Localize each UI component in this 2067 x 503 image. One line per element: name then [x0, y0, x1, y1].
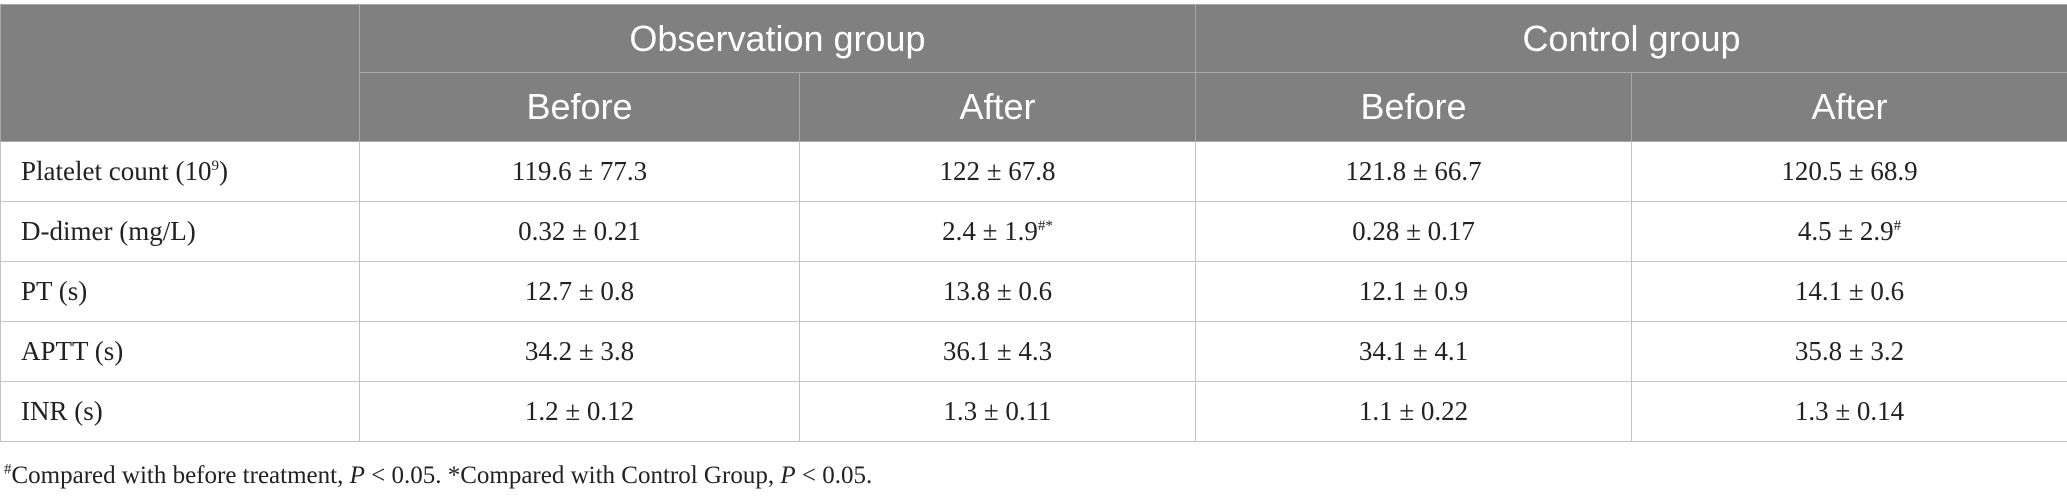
table-cell: 1.1 ± 0.22 [1195, 381, 1632, 442]
table-cell: 13.8 ± 0.6 [799, 261, 1196, 322]
table-cell: 12.7 ± 0.8 [359, 261, 800, 322]
header-group-control: Control group [1194, 4, 2067, 73]
table-row: Platelet count (109) 119.6 ± 77.3 122 ± … [0, 141, 2067, 202]
table-cell: 12.1 ± 0.9 [1195, 261, 1632, 322]
table-cell: 121.8 ± 66.7 [1195, 141, 1632, 202]
table-cell: 34.1 ± 4.1 [1195, 321, 1632, 382]
table-row: PT (s) 12.7 ± 0.8 13.8 ± 0.6 12.1 ± 0.9 … [0, 261, 2067, 322]
table-cell: 4.5 ± 2.9# [1630, 201, 2067, 262]
table-container: Observation group Control group Before A… [0, 4, 2067, 442]
subheader-control-before: Before [1195, 72, 1632, 142]
table-row: D-dimer (mg/L) 0.32 ± 0.21 2.4 ± 1.9#* 0… [0, 201, 2067, 262]
table-row: APTT (s) 34.2 ± 3.8 36.1 ± 4.3 34.1 ± 4.… [0, 321, 2067, 382]
table-row: INR (s) 1.2 ± 0.12 1.3 ± 0.11 1.1 ± 0.22… [0, 381, 2067, 442]
table-cell: 0.32 ± 0.21 [359, 201, 800, 262]
table-cell: 34.2 ± 3.8 [359, 321, 800, 382]
data-table: Observation group Control group Before A… [0, 4, 2067, 442]
table-cell: 36.1 ± 4.3 [799, 321, 1196, 382]
table-cell: 120.5 ± 68.9 [1630, 141, 2067, 202]
row-label: APTT (s) [0, 321, 360, 382]
table-cell: 1.3 ± 0.14 [1630, 381, 2067, 442]
table-cell: 122 ± 67.8 [799, 141, 1196, 202]
header-corner [0, 4, 360, 142]
header-group-observation: Observation group [359, 4, 1196, 73]
table-cell: 119.6 ± 77.3 [359, 141, 800, 202]
table-cell: 1.2 ± 0.12 [359, 381, 800, 442]
row-label: Platelet count (109) [0, 141, 360, 202]
table-footnote: #Compared with before treatment, P < 0.0… [4, 461, 873, 489]
row-label: D-dimer (mg/L) [0, 201, 360, 262]
table-cell: 14.1 ± 0.6 [1630, 261, 2067, 322]
table-cell: 35.8 ± 3.2 [1630, 321, 2067, 382]
subheader-observation-before: Before [359, 72, 800, 142]
table-cell: 0.28 ± 0.17 [1195, 201, 1632, 262]
footnote-mark: # [4, 461, 12, 478]
row-label: INR (s) [0, 381, 360, 442]
row-label: PT (s) [0, 261, 360, 322]
table-cell: 1.3 ± 0.11 [799, 381, 1196, 442]
subheader-observation-after: After [799, 72, 1196, 142]
subheader-control-after: After [1630, 72, 2067, 142]
table-cell: 2.4 ± 1.9#* [799, 201, 1196, 262]
